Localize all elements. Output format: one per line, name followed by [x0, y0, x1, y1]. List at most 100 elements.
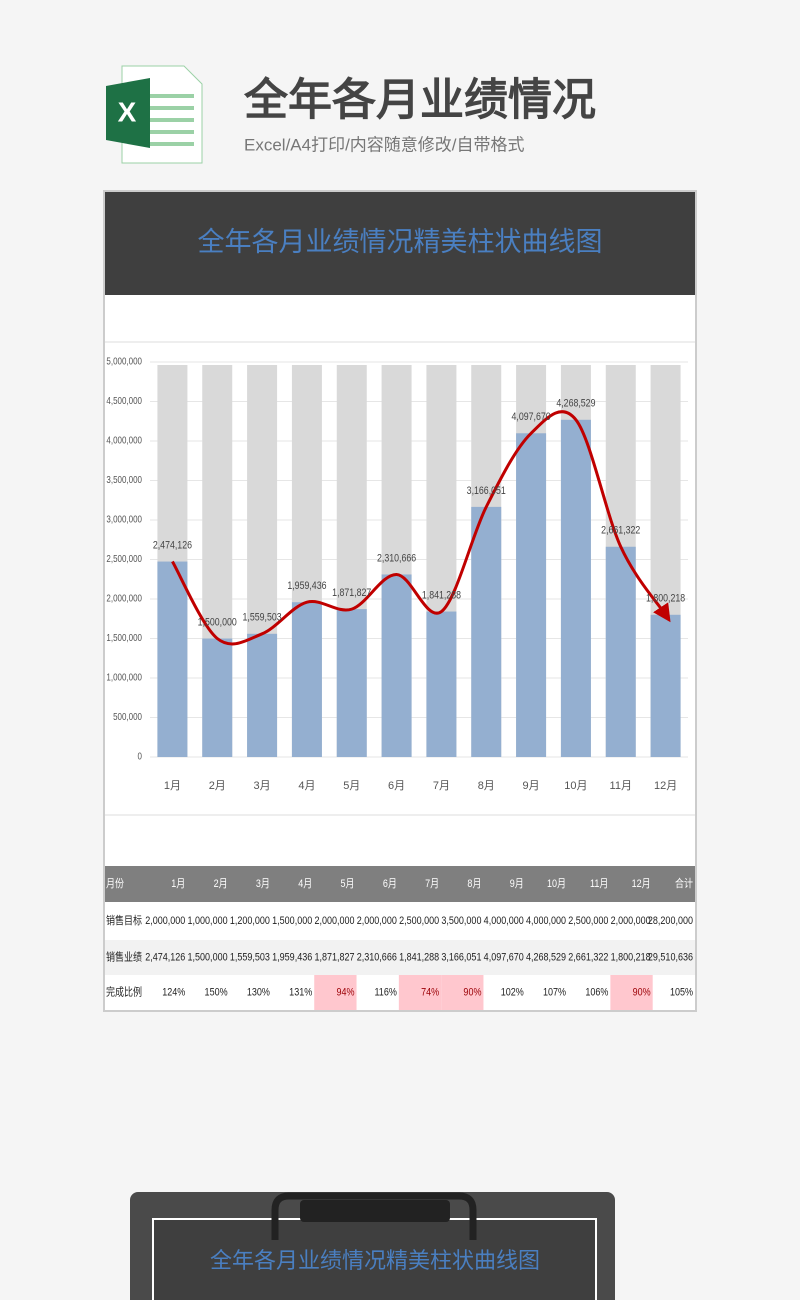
x-tick-label: 10月 [564, 780, 587, 792]
trend-line [171, 410, 671, 646]
table-cell: 2,500,000 [568, 915, 608, 927]
table-cell: 1,959,436 [272, 952, 312, 964]
y-tick-label: 2,000,000 [106, 593, 142, 604]
table-cell: 105% [670, 987, 693, 999]
table-cell: 102% [501, 987, 524, 999]
x-tick-label: 3月 [254, 780, 271, 792]
y-tick-label: 1,500,000 [106, 632, 142, 643]
x-tick-label: 12月 [654, 780, 677, 792]
table-cell: 3,500,000 [441, 915, 481, 927]
x-tick-label: 5月 [343, 780, 360, 792]
table-cell: 4,000,000 [484, 915, 524, 927]
bar [426, 611, 457, 757]
x-tick-label: 8月 [478, 780, 495, 792]
table-header-row [105, 866, 695, 902]
bar [650, 614, 681, 757]
icon-lines [150, 94, 194, 146]
y-tick-label: 3,000,000 [106, 514, 142, 525]
highlight-cell [398, 975, 442, 1010]
table-cell: 完成比例 [106, 984, 142, 998]
table-cell: 90% [463, 987, 481, 999]
table-cell: 124% [162, 987, 185, 999]
data-label: 4,268,529 [556, 398, 596, 410]
table-cell: 4,097,670 [484, 952, 524, 964]
table-cell: 116% [374, 987, 396, 999]
bar [381, 574, 412, 757]
table-cell: 3,166,051 [441, 952, 481, 964]
table-cell: 2,500,000 [399, 915, 439, 927]
icon-badge [106, 78, 150, 148]
table-cell: 2,000,000 [145, 915, 185, 927]
page-subtitle: Excel/A4打印/内容随意修改/自带格式 [244, 135, 525, 154]
data-label: 3,166,051 [467, 485, 507, 497]
data-label: 2,661,322 [601, 525, 641, 537]
y-tick-label: 4,000,000 [106, 435, 142, 446]
table-header-cell: 8月 [467, 877, 481, 890]
table-cell: 90% [633, 987, 651, 999]
table-cell: 2,000,000 [357, 915, 397, 927]
bar [516, 433, 547, 757]
x-tick-label: 7月 [433, 780, 450, 792]
chart: 0 500,000 1,000,000 1,500,000 2,000,000 2,500… [106, 356, 688, 792]
bar [157, 561, 188, 757]
table-cell: 131% [289, 987, 312, 999]
bar [291, 602, 322, 757]
data-label: 1,500,000 [198, 617, 238, 629]
table-cell: 150% [205, 987, 228, 999]
bar [605, 546, 636, 757]
data-label: 4,097,670 [512, 411, 552, 423]
highlight-cell [610, 975, 653, 1010]
bar [471, 506, 502, 757]
x-tick-label: 6月 [388, 780, 405, 792]
table-cell: 1,500,000 [188, 952, 228, 964]
y-tick-label: 4,500,000 [106, 395, 142, 406]
data-label: 1,841,288 [422, 590, 462, 602]
y-tick-label: 500,000 [113, 711, 142, 722]
table-cell: 107% [543, 987, 566, 999]
table-header-cell: 6月 [383, 877, 397, 890]
table-cell: 1,559,503 [230, 952, 270, 964]
x-tick-label: 11月 [610, 780, 632, 792]
table-cell: 1,841,288 [399, 952, 439, 964]
table-header-cell: 11月 [590, 877, 608, 890]
data-label: 2,310,666 [377, 553, 417, 565]
table-cell: 2,000,000 [611, 915, 651, 927]
table-header-cell: 2月 [214, 877, 228, 890]
bar [247, 633, 278, 757]
preview-title: 全年各月业绩情况精美柱状曲线图 [210, 1248, 540, 1273]
chart-title: 全年各月业绩情况精美柱状曲线图 [198, 227, 603, 257]
y-tick-label: 5,000,000 [106, 356, 142, 367]
table-header-cell: 3月 [256, 877, 270, 890]
table-cell: 1,200,000 [230, 915, 270, 927]
table-cell: 1,500,000 [272, 915, 312, 927]
bar [336, 609, 367, 757]
x-tick-label: 9月 [523, 780, 540, 792]
table-cell: 2,310,666 [357, 952, 397, 964]
table-header-cell: 5月 [341, 877, 355, 890]
table-row-bg [105, 940, 695, 975]
x-tick-label: 4月 [298, 780, 315, 792]
y-tick-label: 3,500,000 [106, 474, 142, 485]
table-cell: 4,268,529 [526, 952, 566, 964]
table-cell: 销售业绩 [106, 949, 142, 963]
data-label: 1,559,503 [243, 612, 283, 624]
x-tick-label: 2月 [209, 780, 226, 792]
bar [202, 638, 233, 757]
x-tick-label: 1月 [164, 780, 181, 792]
data-label: 2,474,126 [153, 540, 193, 552]
y-tick-label: 1,000,000 [106, 672, 142, 683]
y-tick-label: 2,500,000 [106, 553, 142, 564]
table-cell: 2,661,322 [568, 952, 608, 964]
card-header [105, 192, 695, 295]
page-title: 全年各月业绩情况 [243, 75, 596, 125]
table-header-cell: 月份 [106, 877, 124, 890]
table-cell: 1,800,218 [611, 952, 651, 964]
data-label: 1,800,218 [646, 593, 686, 605]
table-cell: 130% [247, 987, 270, 999]
preview-clip [271, 1192, 477, 1240]
table-cell: 1,871,827 [314, 952, 354, 964]
table-cell: 29,510,636 [648, 952, 693, 964]
y-tick-label: 0 [138, 751, 142, 762]
